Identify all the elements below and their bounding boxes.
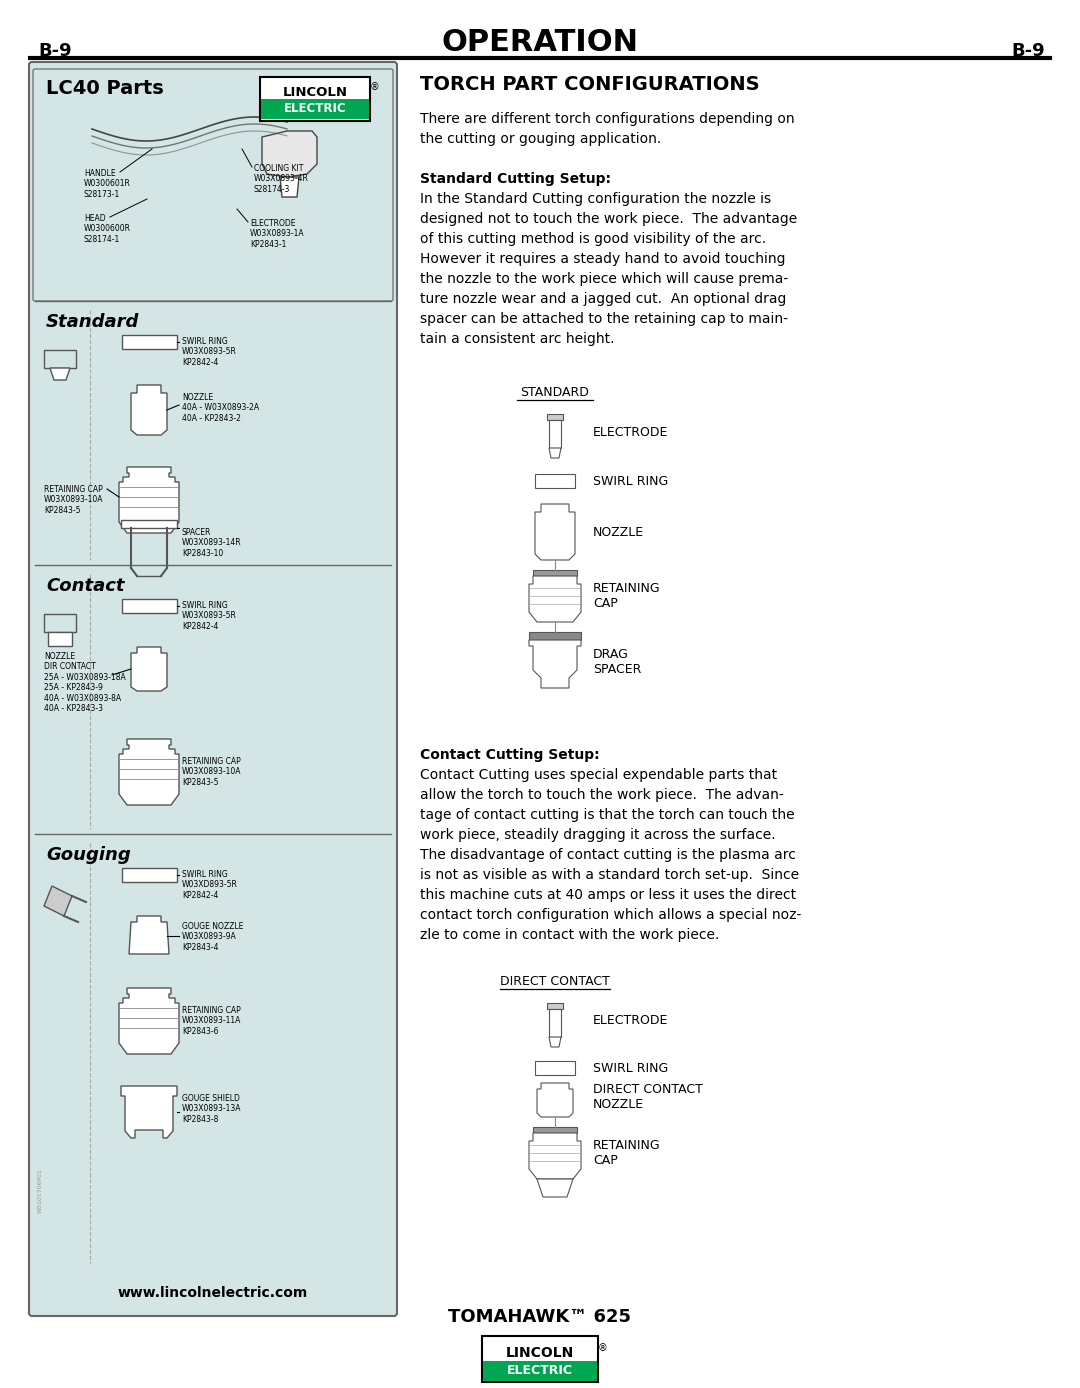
Text: LINCOLN: LINCOLN xyxy=(505,1346,575,1360)
Text: GOUGE SHIELD
W03X0893-13A
KP2843-8: GOUGE SHIELD W03X0893-13A KP2843-8 xyxy=(183,1094,242,1124)
Polygon shape xyxy=(537,1083,573,1117)
Bar xyxy=(529,632,581,640)
Bar xyxy=(546,414,563,421)
Text: RETAINING
CAP: RETAINING CAP xyxy=(593,1140,661,1167)
Text: GOUGE NOZZLE
W03X0893-9A
KP2843-4: GOUGE NOZZLE W03X0893-9A KP2843-4 xyxy=(183,922,243,952)
Text: NOZZLE
40A - W03X0893-2A
40A - KP2843-2: NOZZLE 40A - W03X0893-2A 40A - KP2843-2 xyxy=(183,393,259,423)
Polygon shape xyxy=(129,916,168,954)
Text: W3101706P01: W3101706P01 xyxy=(38,1169,43,1213)
Text: www.lincolnelectric.com: www.lincolnelectric.com xyxy=(118,1287,308,1301)
Bar xyxy=(44,350,76,368)
Bar xyxy=(534,1127,577,1133)
Polygon shape xyxy=(50,368,70,380)
Bar xyxy=(483,1362,597,1381)
Polygon shape xyxy=(529,1133,581,1178)
Bar xyxy=(44,613,76,632)
Text: ELECTRODE: ELECTRODE xyxy=(593,1015,669,1027)
Polygon shape xyxy=(131,384,167,434)
Polygon shape xyxy=(535,504,575,559)
Bar xyxy=(122,868,177,881)
FancyBboxPatch shape xyxy=(29,62,397,1316)
Polygon shape xyxy=(529,640,581,688)
Text: ®: ® xyxy=(370,82,380,92)
Text: OPERATION: OPERATION xyxy=(442,28,638,57)
Polygon shape xyxy=(131,647,167,691)
Text: ELECTRIC: ELECTRIC xyxy=(284,101,347,114)
Polygon shape xyxy=(121,520,177,527)
Text: ELECTRIC: ELECTRIC xyxy=(507,1364,573,1377)
Text: TORCH PART CONFIGURATIONS: TORCH PART CONFIGURATIONS xyxy=(420,75,759,94)
Text: Standard Cutting Setup:: Standard Cutting Setup: xyxy=(420,172,611,186)
Polygon shape xyxy=(535,1060,575,1074)
Text: LINCOLN: LINCOLN xyxy=(283,86,348,99)
Polygon shape xyxy=(280,178,299,197)
Text: In the Standard Cutting configuration the nozzle is
designed not to touch the wo: In the Standard Cutting configuration th… xyxy=(420,192,797,347)
Text: TOMAHAWK™ 625: TOMAHAWK™ 625 xyxy=(448,1307,632,1326)
Text: ®: ® xyxy=(598,1344,608,1353)
Text: DIRECT CONTACT
NOZZLE: DIRECT CONTACT NOZZLE xyxy=(593,1083,703,1110)
Text: Contact Cutting uses special expendable parts that
allow the torch to touch the : Contact Cutting uses special expendable … xyxy=(420,768,801,942)
Polygon shape xyxy=(537,1178,573,1196)
Text: Contact: Contact xyxy=(46,577,124,595)
FancyBboxPatch shape xyxy=(33,69,393,301)
Text: LC40 Parts: LC40 Parts xyxy=(46,79,164,99)
Polygon shape xyxy=(119,738,179,805)
Polygon shape xyxy=(529,576,581,622)
Polygon shape xyxy=(549,448,561,458)
Bar xyxy=(122,600,177,613)
Text: COOLING KIT
W03X0893-4R
S28174-3: COOLING KIT W03X0893-4R S28174-3 xyxy=(254,164,309,194)
Text: SWIRL RING
W03XD893-5R
KP2842-4: SWIRL RING W03XD893-5R KP2842-4 xyxy=(183,870,238,899)
Text: HEAD
W0300600R
S28174-1: HEAD W0300600R S28174-1 xyxy=(84,214,131,244)
Text: STANDARD: STANDARD xyxy=(521,386,590,398)
Bar xyxy=(549,421,561,448)
Text: SWIRL RING
W03X0893-5R
KP2842-4: SWIRL RING W03X0893-5R KP2842-4 xyxy=(183,601,237,630)
Polygon shape xyxy=(121,1085,177,1138)
Text: DIRECT CONTACT: DIRECT CONTACT xyxy=(500,974,610,988)
Polygon shape xyxy=(44,886,72,916)
Polygon shape xyxy=(549,1037,561,1047)
Text: RETAINING CAP
W03X0893-10A
KP2843-5: RETAINING CAP W03X0893-10A KP2843-5 xyxy=(183,756,242,787)
Polygon shape xyxy=(119,466,179,533)
Text: ELECTRODE: ELECTRODE xyxy=(593,426,669,439)
Polygon shape xyxy=(119,988,179,1053)
Text: RETAINING CAP
W03X0893-10A
KP2843-5: RETAINING CAP W03X0893-10A KP2843-5 xyxy=(44,484,104,515)
Bar xyxy=(546,1004,563,1009)
Text: SWIRL RING: SWIRL RING xyxy=(593,1062,669,1074)
Text: DRAG
SPACER: DRAG SPACER xyxy=(593,648,642,676)
Bar xyxy=(549,1009,561,1037)
Text: HANDLE
W0300601R
S28173-1: HANDLE W0300601R S28173-1 xyxy=(84,169,131,198)
Text: Contact Cutting Setup:: Contact Cutting Setup: xyxy=(420,748,599,762)
Text: ELECTRODE
W03X0893-1A
KP2843-1: ELECTRODE W03X0893-1A KP2843-1 xyxy=(249,219,305,248)
Text: SWIRL RING: SWIRL RING xyxy=(593,475,669,487)
Text: SWIRL RING
W03X0893-5R
KP2842-4: SWIRL RING W03X0893-5R KP2842-4 xyxy=(183,337,237,366)
Text: Gouging: Gouging xyxy=(46,847,131,863)
Polygon shape xyxy=(262,130,318,178)
Text: RETAINING
CAP: RETAINING CAP xyxy=(593,582,661,609)
Text: NOZZLE: NOZZLE xyxy=(593,526,644,539)
Polygon shape xyxy=(535,473,575,489)
Text: There are different torch configurations depending on
the cutting or gouging app: There are different torch configurations… xyxy=(420,112,795,146)
Bar xyxy=(482,1337,598,1382)
Bar xyxy=(48,632,72,645)
Bar xyxy=(534,570,577,576)
Bar xyxy=(122,335,177,348)
Bar xyxy=(261,99,369,119)
Text: NOZZLE
DIR CONTACT
25A - W03X0893-18A
25A - KP2843-9
40A - W03X0893-8A
40A - KP2: NOZZLE DIR CONTACT 25A - W03X0893-18A 25… xyxy=(44,652,125,713)
Text: B-9: B-9 xyxy=(1011,42,1045,60)
Bar xyxy=(260,76,370,121)
Text: Standard: Standard xyxy=(46,314,139,330)
Text: B-9: B-9 xyxy=(38,42,71,60)
Text: RETAINING CAP
W03X0893-11A
KP2843-6: RETAINING CAP W03X0893-11A KP2843-6 xyxy=(183,1006,241,1035)
Text: SPACER
W03X0893-14R
KP2843-10: SPACER W03X0893-14R KP2843-10 xyxy=(183,527,242,558)
